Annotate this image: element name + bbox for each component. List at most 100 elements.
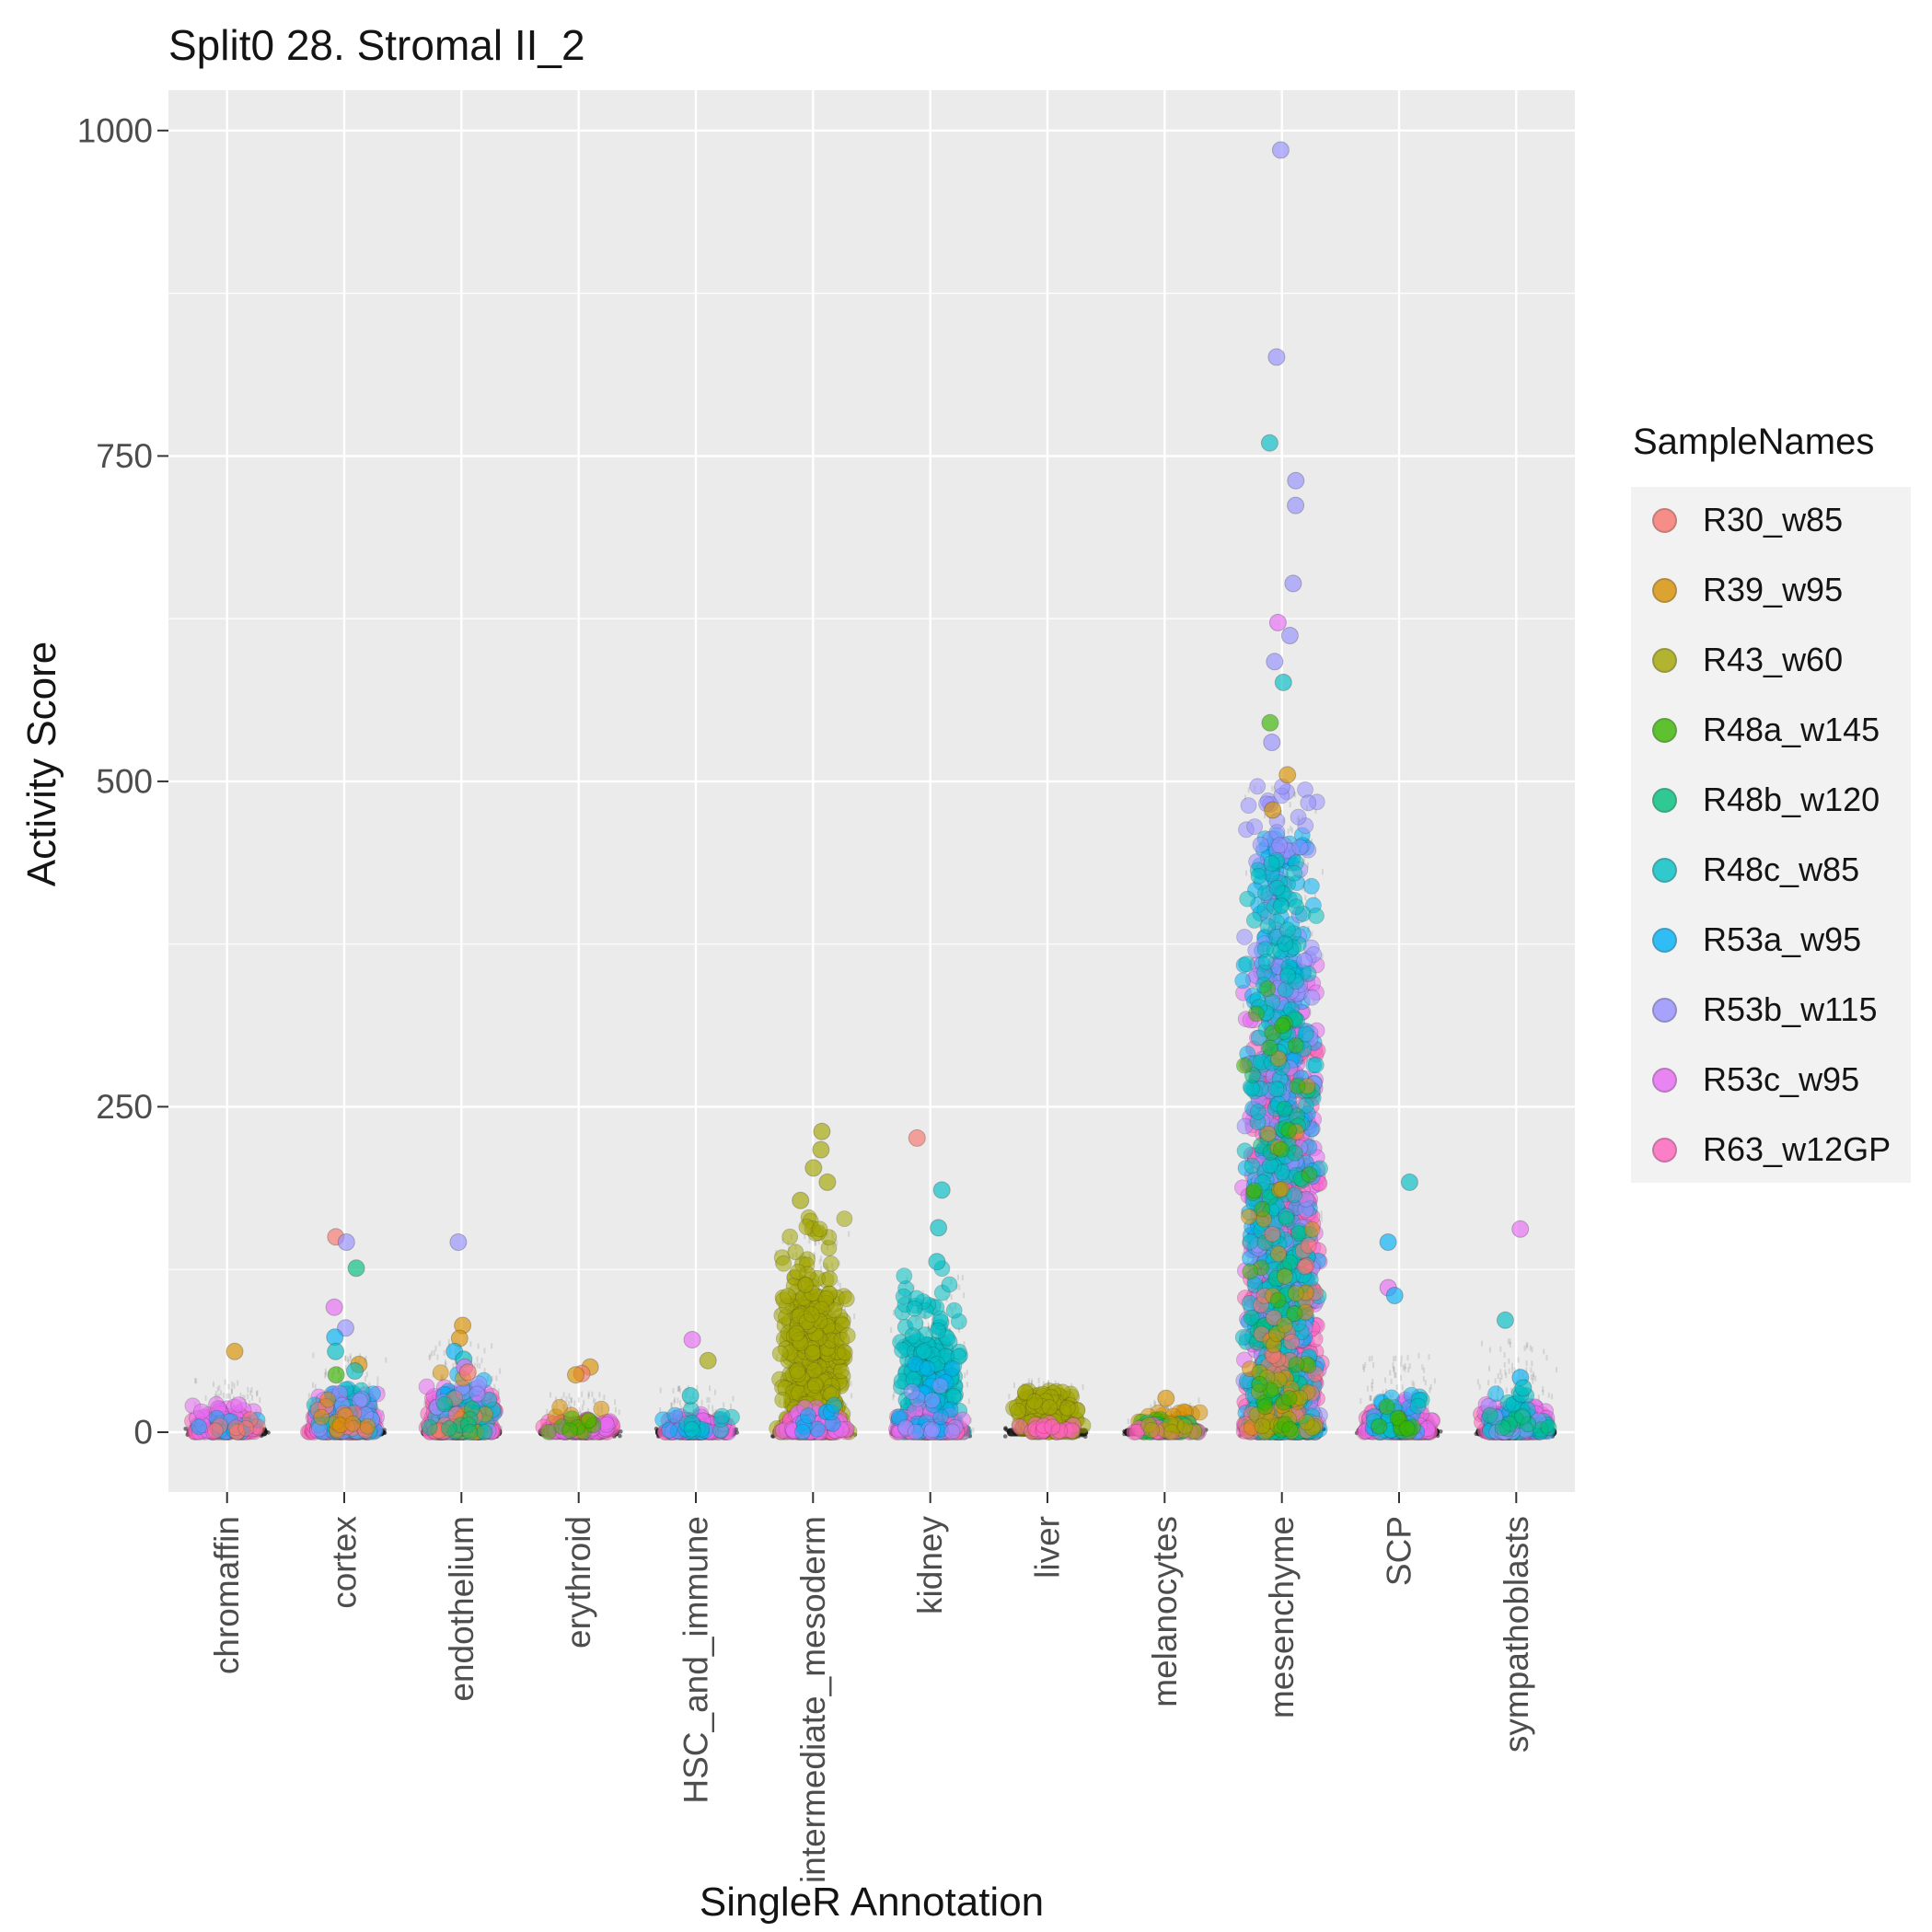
data-point	[327, 1366, 345, 1384]
legend-item-R53b_w115: R53b_w115	[1640, 986, 1891, 1034]
data-point	[1157, 1389, 1175, 1407]
legend-dot-icon	[1651, 787, 1677, 813]
legend-dot-icon	[1651, 507, 1677, 533]
svg-text:HSC_and_immune: HSC_and_immune	[677, 1516, 715, 1804]
data-point	[1287, 471, 1305, 490]
category-points-chromaffin	[184, 1395, 266, 1440]
legend-item-label: R30_w85	[1703, 501, 1844, 538]
legend-key	[1640, 846, 1688, 894]
legend-items: R30_w85 R39_w95 R43_w60 R48a_w145 R48b_w120 R…	[1631, 487, 1912, 1183]
svg-text:liver: liver	[1029, 1516, 1067, 1579]
category-points-endothelium	[418, 1364, 503, 1440]
category-points-HSC_and_immune	[654, 1401, 740, 1440]
data-point	[1260, 434, 1278, 452]
svg-text:cortex: cortex	[326, 1516, 364, 1609]
data-point	[1274, 673, 1292, 691]
legend-dot-icon	[1651, 1067, 1677, 1093]
legend-dot-icon	[1651, 647, 1677, 673]
y-axis-ticks: 0 250 500 750 1000	[77, 111, 168, 1452]
category-points-liver	[1005, 1382, 1092, 1440]
data-point	[1385, 1287, 1404, 1304]
data-point	[804, 1159, 823, 1177]
legend-key	[1640, 916, 1688, 964]
svg-text:erythroid: erythroid	[560, 1516, 597, 1649]
data-point	[699, 1351, 717, 1370]
legend-item-label: R53a_w95	[1703, 920, 1862, 958]
category-points-melanocytes	[1126, 1403, 1209, 1440]
legend-dot-icon	[1651, 997, 1677, 1023]
legend-dot-icon	[1651, 577, 1677, 603]
data-point	[1268, 613, 1287, 631]
data-point	[1287, 496, 1305, 515]
data-point	[1284, 574, 1302, 593]
data-point	[792, 1191, 810, 1209]
legend-item-R39_w95: R39_w95	[1640, 566, 1891, 614]
data-point	[928, 1253, 946, 1271]
legend-dot-icon	[1651, 927, 1677, 953]
data-point	[1514, 1379, 1533, 1397]
legend-key	[1640, 1126, 1688, 1174]
legend-item-label: R53c_w95	[1703, 1060, 1860, 1098]
data-point	[813, 1122, 831, 1140]
legend-item-label: R39_w95	[1703, 571, 1844, 608]
data-point	[325, 1298, 343, 1316]
svg-text:500: 500	[96, 762, 153, 800]
outlier-points	[226, 141, 1533, 1407]
x-axis-ticks: chromaffin cortex endothelium erythroid HSC_…	[208, 1492, 1535, 1883]
data-point	[1400, 1173, 1418, 1191]
category-points-SCP	[1356, 1386, 1441, 1440]
data-point	[567, 1366, 584, 1384]
plot-panel	[168, 90, 1575, 1492]
category-points-sympathoblasts	[1473, 1384, 1557, 1440]
data-point	[683, 1331, 701, 1348]
legend-item-label: R63_w12GP	[1703, 1130, 1892, 1168]
data-point	[930, 1219, 948, 1237]
legend-item-R30_w85: R30_w85	[1640, 496, 1891, 544]
data-point	[327, 1342, 345, 1360]
svg-text:mesenchyme: mesenchyme	[1263, 1516, 1301, 1718]
svg-text:sympathoblasts: sympathoblasts	[1498, 1516, 1535, 1753]
page-title: Split0 28. Stromal II_2	[168, 21, 585, 69]
data-point	[337, 1233, 355, 1251]
svg-text:melanocytes: melanocytes	[1146, 1516, 1184, 1707]
legend-item-R48b_w120: R48b_w120	[1640, 776, 1891, 824]
svg-text:SCP: SCP	[1381, 1516, 1418, 1586]
data-point	[346, 1362, 364, 1380]
svg-text:intermediate_mesoderm: intermediate_mesoderm	[794, 1516, 832, 1883]
legend-item-R53a_w95: R53a_w95	[1640, 916, 1891, 964]
data-point	[1511, 1220, 1530, 1238]
legend-item-label: R48a_w145	[1703, 711, 1880, 748]
svg-text:750: 750	[96, 437, 153, 475]
svg-text:1000: 1000	[77, 111, 153, 149]
data-point	[1271, 141, 1290, 159]
legend-item-R43_w60: R43_w60	[1640, 636, 1891, 684]
data-point	[1261, 713, 1279, 732]
legend-item-R48a_w145: R48a_w145	[1640, 706, 1891, 754]
legend-item-label: R48c_w85	[1703, 850, 1860, 888]
legend-item-label: R53b_w115	[1703, 990, 1878, 1028]
legend-item-R53c_w95: R53c_w95	[1640, 1056, 1891, 1104]
legend-key	[1640, 566, 1688, 614]
legend-item-label: R43_w60	[1703, 641, 1844, 678]
data-point	[1379, 1233, 1397, 1251]
data-point	[458, 1363, 477, 1382]
data-point	[1496, 1311, 1514, 1329]
legend-item-label: R48b_w120	[1703, 781, 1880, 818]
data-point	[1280, 627, 1299, 644]
category-points-kidney	[888, 1260, 973, 1440]
svg-text:endothelium: endothelium	[443, 1516, 480, 1702]
legend-key	[1640, 1056, 1688, 1104]
data-point	[1278, 766, 1297, 784]
legend-key	[1640, 986, 1688, 1034]
svg-text:0: 0	[133, 1414, 153, 1452]
category-points-mesenchyme	[1234, 778, 1330, 1440]
legend-dot-icon	[1651, 1137, 1677, 1163]
legend-key	[1640, 776, 1688, 824]
data-point	[812, 1140, 830, 1159]
x-axis-title: SingleR Annotation	[699, 1880, 1045, 1925]
category-points-cortex	[300, 1381, 386, 1440]
svg-text:250: 250	[96, 1088, 153, 1126]
legend-dot-icon	[1651, 857, 1677, 883]
svg-text:kidney: kidney	[911, 1516, 949, 1614]
data-point	[818, 1173, 837, 1191]
